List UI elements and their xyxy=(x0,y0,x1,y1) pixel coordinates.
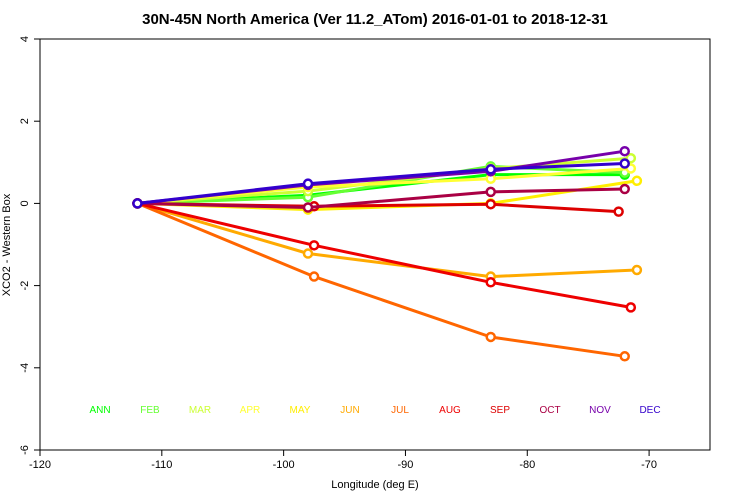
data-point xyxy=(485,331,496,343)
x-axis: -120 -110 -100 -90 -80 -70 xyxy=(29,450,657,471)
legend-entry: OCT xyxy=(539,405,560,416)
y-tick-label: -6 xyxy=(19,445,31,455)
series-layer xyxy=(132,145,643,362)
data-point xyxy=(485,198,496,210)
data-point xyxy=(485,164,496,175)
legend-entry: NOV xyxy=(589,405,611,416)
legend: ANN FEB MAR APR MAY JUN JUL AUG SEP OCT NOV DEC xyxy=(89,405,660,416)
y-tick-label: 0 xyxy=(19,200,31,206)
data-point xyxy=(485,277,496,288)
series-line xyxy=(136,202,625,358)
y-tick-label: -4 xyxy=(19,363,31,373)
legend-entry: SEP xyxy=(490,405,510,416)
y-tick-label: 2 xyxy=(19,118,31,124)
y-tick-label: -2 xyxy=(19,281,31,291)
data-point xyxy=(619,145,630,157)
legend-entry: FEB xyxy=(140,405,160,416)
data-point xyxy=(619,183,630,195)
data-point xyxy=(302,202,314,213)
y-axis: -6 -4 -2 0 2 4 xyxy=(19,36,40,455)
series-line xyxy=(137,156,631,205)
data-point xyxy=(302,248,314,259)
data-point xyxy=(485,186,496,198)
legend-entry: MAR xyxy=(189,405,211,416)
series-jun xyxy=(132,198,643,282)
legend-entry: AUG xyxy=(439,405,461,416)
data-point xyxy=(308,240,320,251)
data-point xyxy=(619,351,630,362)
data-point xyxy=(631,264,643,276)
data-point xyxy=(619,158,630,169)
x-tick-label: -120 xyxy=(29,459,51,471)
legend-entry: DEC xyxy=(639,405,660,416)
series-line xyxy=(137,201,632,309)
series-line xyxy=(137,187,625,209)
series-line xyxy=(137,201,637,279)
data-point xyxy=(625,302,637,313)
x-tick-label: -110 xyxy=(151,459,172,471)
legend-entry: JUN xyxy=(340,405,359,416)
series-dec xyxy=(132,158,630,209)
legend-entry: MAY xyxy=(290,405,311,416)
data-point xyxy=(308,271,320,282)
legend-entry: APR xyxy=(240,405,261,416)
x-tick-label: -80 xyxy=(519,459,535,471)
data-point xyxy=(631,175,643,187)
y-axis-label: XCO2 - Western Box xyxy=(1,193,13,296)
x-tick-label: -90 xyxy=(398,459,414,471)
x-axis-label: Longitude (deg E) xyxy=(331,479,418,491)
x-tick-label: -100 xyxy=(273,459,295,471)
data-point xyxy=(302,178,314,189)
data-point xyxy=(613,206,624,217)
chart-title: 30N-45N North America (Ver 11.2_ATom) 20… xyxy=(142,11,608,28)
legend-entry: JUL xyxy=(391,405,409,416)
x-tick-label: -70 xyxy=(641,459,657,471)
series-aug xyxy=(132,198,637,313)
y-tick-label: 4 xyxy=(19,36,31,42)
series-line xyxy=(137,162,625,205)
data-point xyxy=(625,152,637,164)
plot-frame xyxy=(39,38,711,451)
data-point xyxy=(132,198,143,209)
legend-entry: ANN xyxy=(89,405,110,416)
